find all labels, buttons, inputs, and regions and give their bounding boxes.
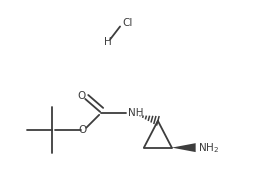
Text: NH$_2$: NH$_2$	[198, 141, 219, 155]
Text: Cl: Cl	[122, 18, 132, 28]
Text: O: O	[78, 125, 86, 135]
Text: O: O	[77, 91, 85, 101]
Text: NH: NH	[128, 108, 144, 118]
Polygon shape	[172, 143, 196, 152]
Text: H: H	[104, 37, 112, 47]
